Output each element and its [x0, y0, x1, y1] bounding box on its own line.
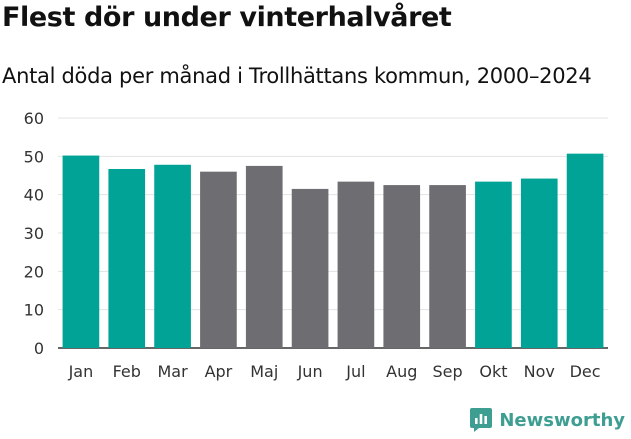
x-tick-label: Apr [205, 362, 233, 381]
bar-mar [154, 164, 191, 348]
x-tick-label: Sep [433, 362, 463, 381]
x-tick-label: Feb [113, 362, 141, 381]
bar-aug [383, 185, 421, 348]
brand-logo: Newsworthy [469, 407, 625, 433]
y-tick-label: 60 [24, 109, 44, 128]
x-tick-label: Jul [345, 362, 365, 381]
y-tick-label: 0 [34, 339, 44, 358]
x-tick-label: Jan [68, 362, 94, 381]
brand-name: Newsworthy [499, 409, 625, 431]
x-tick-label: Aug [386, 362, 417, 381]
bar-dec [566, 153, 604, 348]
newsworthy-logo-icon [470, 408, 493, 432]
grid-lines [58, 117, 608, 349]
x-tick-label: Jun [297, 362, 323, 381]
x-tick-label: Nov [524, 362, 555, 381]
bar-jul [337, 181, 375, 348]
y-tick-label: 20 [24, 262, 44, 281]
y-tick-label: 10 [24, 301, 44, 320]
bar-jan [62, 155, 100, 348]
chart-subtitle: Antal döda per månad i Trollhättans komm… [2, 64, 592, 88]
bar-maj [245, 165, 283, 348]
x-axis-ticks: Jan Feb Mar Apr Maj Jun Jul Aug Sep Okt Nov Dec [68, 362, 601, 381]
bar-jun [291, 188, 329, 348]
x-tick-label: Maj [250, 362, 278, 381]
x-tick-label: Mar [157, 362, 188, 381]
y-tick-label: 40 [24, 186, 44, 205]
x-tick-label: Dec [570, 362, 601, 381]
y-tick-label: 50 [24, 147, 44, 166]
bar-sep [429, 185, 466, 348]
y-tick-label: 30 [24, 224, 44, 243]
bar-nov [520, 178, 558, 348]
bar-apr [200, 171, 237, 348]
bars [62, 153, 604, 348]
x-tick-label: Okt [479, 362, 507, 381]
chart-title: Flest dör under vinterhalvåret [2, 2, 452, 33]
bar-okt [475, 181, 512, 348]
bar-feb [108, 168, 146, 348]
y-axis-ticks: 0 10 20 30 40 50 60 [24, 109, 44, 358]
